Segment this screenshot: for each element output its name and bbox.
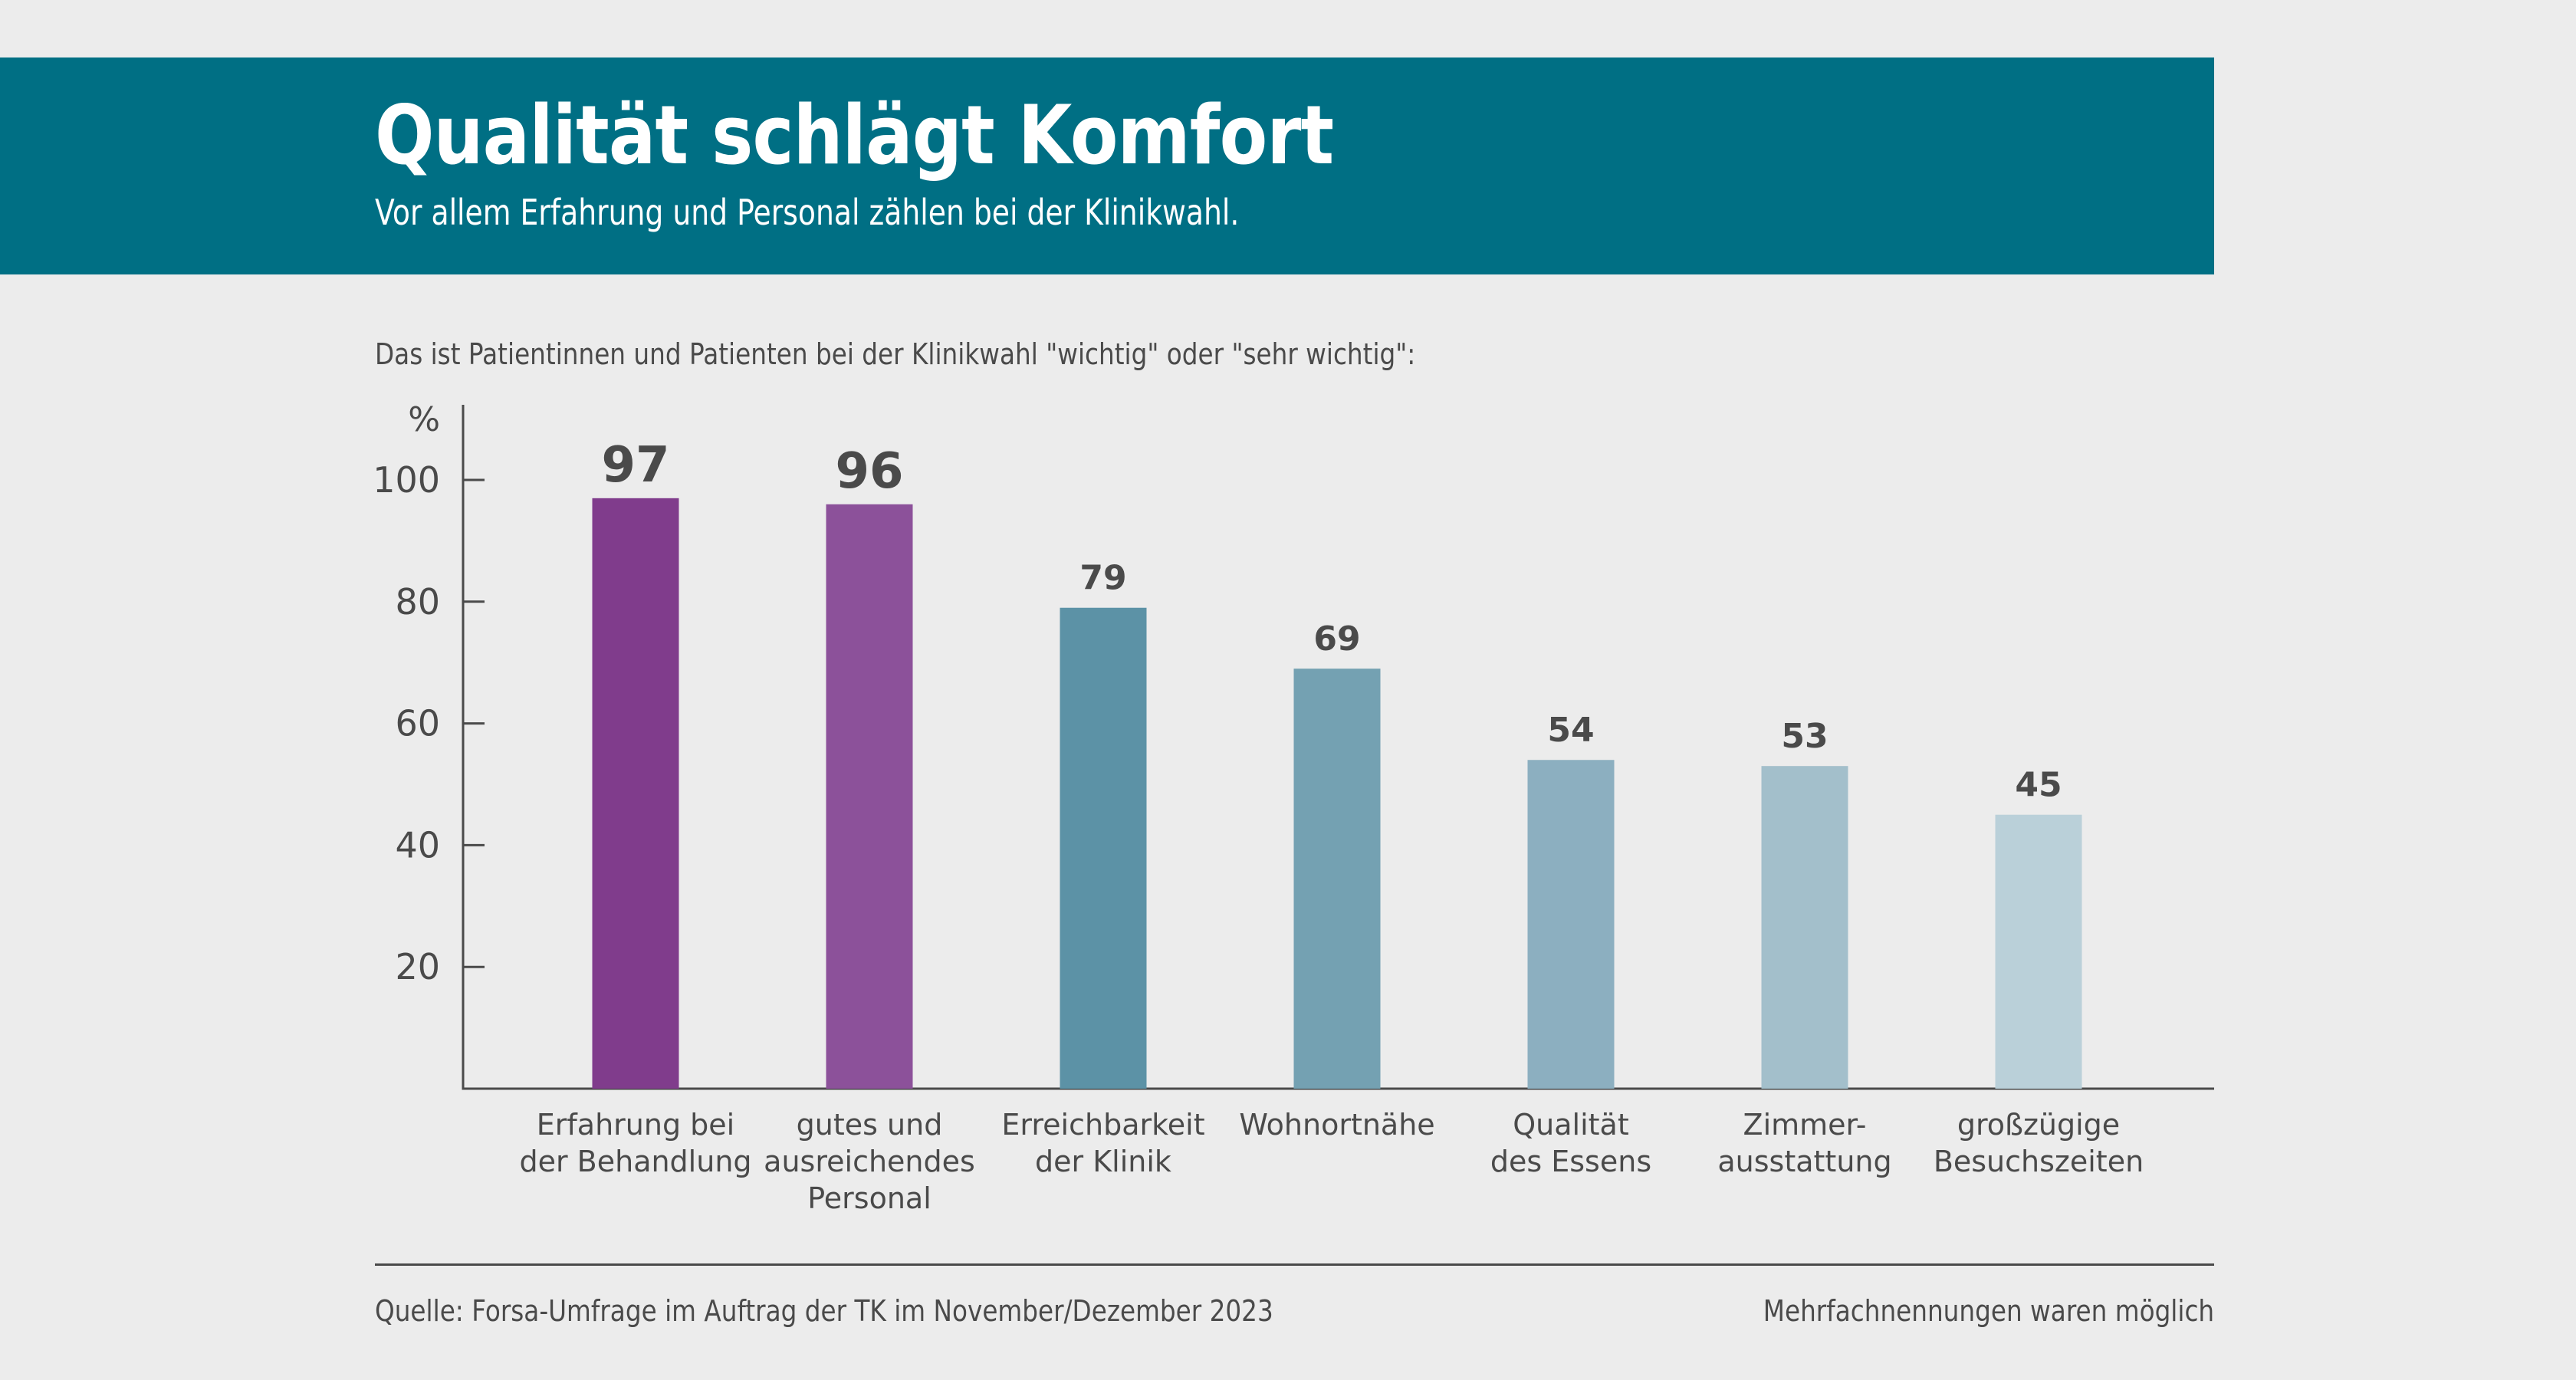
- x-tick-label: gutes und ausreichendes Personal: [764, 1108, 975, 1215]
- footer-divider: [375, 1263, 2214, 1266]
- data-label: 79: [1079, 559, 1126, 598]
- y-tick-label: 40: [395, 824, 440, 866]
- data-label: 53: [1781, 717, 1828, 756]
- bar: [1527, 760, 1615, 1089]
- y-axis-unit-label: %: [408, 400, 440, 439]
- bar: [1060, 607, 1147, 1089]
- multiple-answers-note: Mehrfachnennungen waren möglich: [1763, 1294, 2214, 1328]
- data-label: 96: [835, 443, 903, 500]
- chart-intro: Das ist Patientinnen und Patienten bei d…: [375, 337, 1416, 371]
- bar: [1995, 814, 2082, 1089]
- y-tick-label: 60: [395, 703, 440, 744]
- y-tick-label: 80: [395, 581, 440, 623]
- y-tick-label: 20: [395, 946, 440, 987]
- x-tick-label: Qualität des Essens: [1490, 1108, 1651, 1178]
- x-tick-label: großzügige Besuchszeiten: [1934, 1108, 2144, 1178]
- bar: [1293, 669, 1381, 1089]
- y-tick-label: 100: [373, 459, 440, 501]
- data-label: 54: [1547, 711, 1594, 750]
- bar: [592, 498, 679, 1089]
- header-banner: Qualität schlägt Komfort Vor allem Erfah…: [0, 58, 2214, 274]
- bar: [826, 504, 913, 1089]
- x-tick-label: Wohnortnähe: [1239, 1108, 1434, 1142]
- data-label: 45: [2015, 766, 2062, 805]
- bar: [1761, 766, 1848, 1089]
- x-tick-label: Erfahrung bei der Behandlung: [519, 1108, 751, 1178]
- source-note: Quelle: Forsa-Umfrage im Auftrag der TK …: [375, 1294, 1273, 1328]
- chart-title: Qualität schlägt Komfort: [375, 88, 1334, 182]
- chart-subtitle: Vor allem Erfahrung und Personal zählen …: [375, 192, 1240, 233]
- data-label: 97: [601, 437, 669, 494]
- data-label: 69: [1313, 619, 1360, 659]
- x-tick-label: Erreichbarkeit der Klinik: [1001, 1108, 1204, 1178]
- x-tick-label: Zimmer-ausstattung: [1717, 1108, 1891, 1178]
